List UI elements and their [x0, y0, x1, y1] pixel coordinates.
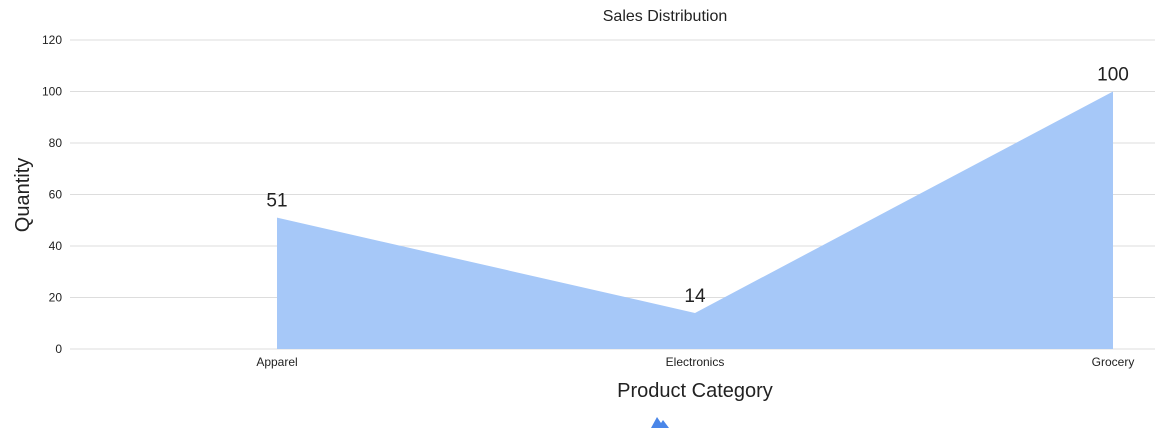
x-axis-ticks: Apparel Electronics Grocery	[256, 355, 1134, 369]
area-series	[277, 91, 1113, 350]
y-tick-label: 120	[42, 33, 62, 47]
chart-title: Sales Distribution	[603, 8, 728, 25]
x-tick-label-apparel: Apparel	[256, 355, 297, 369]
x-tick-label-grocery: Grocery	[1092, 355, 1135, 369]
y-tick-label: 0	[55, 342, 62, 356]
legend[interactable]	[651, 417, 669, 428]
x-axis-title: Product Category	[617, 380, 773, 402]
data-label-electronics: 14	[684, 286, 706, 307]
x-tick-label-electronics: Electronics	[666, 355, 725, 369]
data-labels: 51 14 100	[266, 65, 1128, 307]
mountain-icon	[651, 417, 669, 428]
gridlines	[70, 39, 1155, 350]
y-tick-label: 40	[49, 239, 63, 253]
area-series-fill[interactable]	[277, 91, 1113, 350]
y-tick-label: 100	[42, 85, 62, 99]
y-tick-label: 20	[49, 291, 63, 305]
data-label-grocery: 100	[1097, 65, 1129, 86]
y-tick-label: 60	[49, 188, 63, 202]
y-tick-label: 80	[49, 136, 63, 150]
y-axis-title: Quantity	[12, 158, 34, 232]
data-label-apparel: 51	[266, 191, 287, 212]
y-axis-ticks: 0 20 40 60 80 100 120	[42, 33, 62, 356]
